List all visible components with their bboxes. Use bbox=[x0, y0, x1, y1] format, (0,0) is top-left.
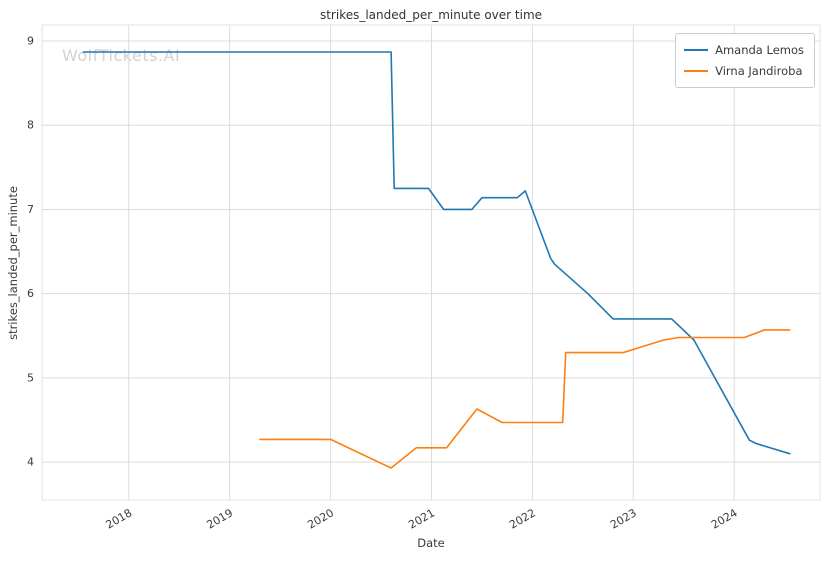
watermark: WolfTickets.AI bbox=[62, 46, 181, 65]
legend-item-virna-jandiroba: Virna Jandiroba bbox=[684, 61, 804, 82]
legend-line-swatch-orange bbox=[684, 70, 709, 73]
y-tick-label: 6 bbox=[27, 287, 34, 300]
x-tick-label: 2019 bbox=[204, 506, 235, 531]
line-series-amanda-lemos bbox=[82, 51, 791, 455]
y-tick-label: 5 bbox=[27, 371, 34, 384]
y-axis-label: strikes_landed_per_minute bbox=[6, 186, 20, 340]
y-tick-label: 4 bbox=[27, 456, 34, 469]
chart-title: strikes_landed_per_minute over time bbox=[319, 8, 543, 22]
legend-line-swatch-blue bbox=[684, 49, 709, 52]
x-tick-label: 2020 bbox=[305, 506, 336, 531]
legend-label: Virna Jandiroba bbox=[715, 63, 803, 78]
line-series-virna-jandiroba bbox=[259, 329, 791, 469]
x-tick-label: 2018 bbox=[104, 506, 135, 531]
x-tick-label: 2022 bbox=[507, 506, 538, 531]
x-axis-label: Date bbox=[417, 536, 445, 550]
legend-label: Amanda Lemos bbox=[715, 43, 804, 57]
plot-frame bbox=[41, 24, 821, 501]
x-tick-label: 2024 bbox=[709, 506, 740, 531]
legend: Amanda Lemos Virna Jandiroba bbox=[675, 33, 815, 89]
legend-item-amanda-lemos: Amanda Lemos bbox=[684, 40, 804, 61]
x-tick-label: 2021 bbox=[406, 506, 437, 531]
y-tick-label: 8 bbox=[27, 119, 34, 132]
y-tick-label: 7 bbox=[27, 203, 34, 216]
x-tick-label: 2023 bbox=[608, 506, 639, 531]
y-tick-label: 9 bbox=[27, 35, 34, 48]
